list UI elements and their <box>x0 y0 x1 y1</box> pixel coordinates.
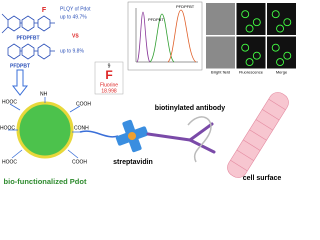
curve <box>149 13 175 63</box>
ring <box>21 15 35 32</box>
streptavidin-label: streptavidin <box>113 159 153 166</box>
ring <box>7 15 21 32</box>
micro-panel <box>267 36 296 69</box>
cell-glow <box>252 51 261 60</box>
cell-glow <box>271 10 280 19</box>
curve <box>136 11 151 63</box>
bond <box>1 13 9 34</box>
pdot <box>16 101 74 159</box>
streptavidin <box>115 119 149 153</box>
group: HOOC <box>0 125 15 131</box>
cell-glow <box>283 18 292 27</box>
group: HOOC <box>2 159 17 165</box>
antibody-arm <box>188 122 214 142</box>
structure-bottom <box>7 43 55 60</box>
graphical-abstract: F PLQY of Pdot up to 49.7% PFDPFBT VS up… <box>0 1 296 186</box>
group: COOH <box>72 159 87 165</box>
group: NH <box>40 91 48 97</box>
biotin <box>128 132 136 140</box>
group: HOOC <box>2 99 17 105</box>
micro-panel <box>236 3 266 35</box>
top-label: PFDPFBT <box>16 35 39 41</box>
ring <box>37 43 51 60</box>
membrane-lines <box>230 98 286 172</box>
antibody-arm <box>188 138 216 154</box>
pdot-ligands <box>8 97 82 159</box>
ligand <box>9 103 21 111</box>
ligand <box>11 149 23 159</box>
coil <box>187 116 212 163</box>
line <box>255 119 273 131</box>
ligand <box>67 149 79 159</box>
micro-label: Fluorescence <box>239 70 264 75</box>
cell-label: cell surface <box>243 175 282 182</box>
cell-surface <box>227 92 289 178</box>
ligand <box>69 105 81 113</box>
arrow-down <box>11 69 29 96</box>
element-symbol: F <box>105 68 112 82</box>
line <box>243 139 261 151</box>
bottom-label: PFDPBT <box>10 63 30 69</box>
ring <box>21 43 35 60</box>
cell-glow <box>252 18 261 27</box>
micro-panel <box>267 3 296 35</box>
histogram-frame <box>127 1 203 71</box>
antibody <box>146 122 216 154</box>
cell-glow <box>241 10 250 19</box>
element-mass: 18.998 <box>101 88 117 94</box>
versus: VS <box>72 33 79 39</box>
cell-glow <box>271 43 280 52</box>
plqy-bottom: up to 9.8% <box>60 48 84 54</box>
element-name: Fluorine <box>100 82 118 88</box>
micro-label: Merge <box>276 70 288 75</box>
cell-glow <box>276 58 284 67</box>
histogram-legend: PFDPFBT <box>176 4 195 9</box>
linker <box>79 130 119 138</box>
line <box>236 149 254 161</box>
cell-glow <box>283 51 292 60</box>
ring <box>37 15 51 32</box>
fluoro-mark: F <box>42 7 47 14</box>
cell-glow <box>245 24 254 33</box>
structure-top <box>1 13 55 34</box>
element-number: 9 <box>108 63 111 69</box>
cell-glow <box>245 58 254 67</box>
micro-panel <box>206 36 235 69</box>
line <box>262 109 280 121</box>
plqy-top: up to 49.7% <box>60 14 87 20</box>
micro-panel <box>206 3 235 35</box>
cell-glow <box>241 43 250 52</box>
line <box>268 98 286 111</box>
ring <box>7 43 21 60</box>
micro-panel <box>236 36 266 69</box>
curve <box>167 9 197 63</box>
group: COOH <box>76 101 91 107</box>
pdot-label: bio-functionalized Pdot <box>4 177 87 186</box>
micro-label: Bright field <box>211 70 230 75</box>
line <box>249 129 267 141</box>
element-box <box>94 61 124 95</box>
cell-glow <box>276 24 284 33</box>
antibody-label: biotinylated antibody <box>155 105 225 112</box>
microscopy: Bright field Fluorescence Merge <box>206 3 296 75</box>
line <box>230 159 248 172</box>
group: CONH <box>74 125 89 131</box>
plqy-title: PLQY of Pdot <box>60 6 91 12</box>
histogram-legend: PFDPBT <box>148 17 164 22</box>
antibody-stem <box>146 132 192 142</box>
